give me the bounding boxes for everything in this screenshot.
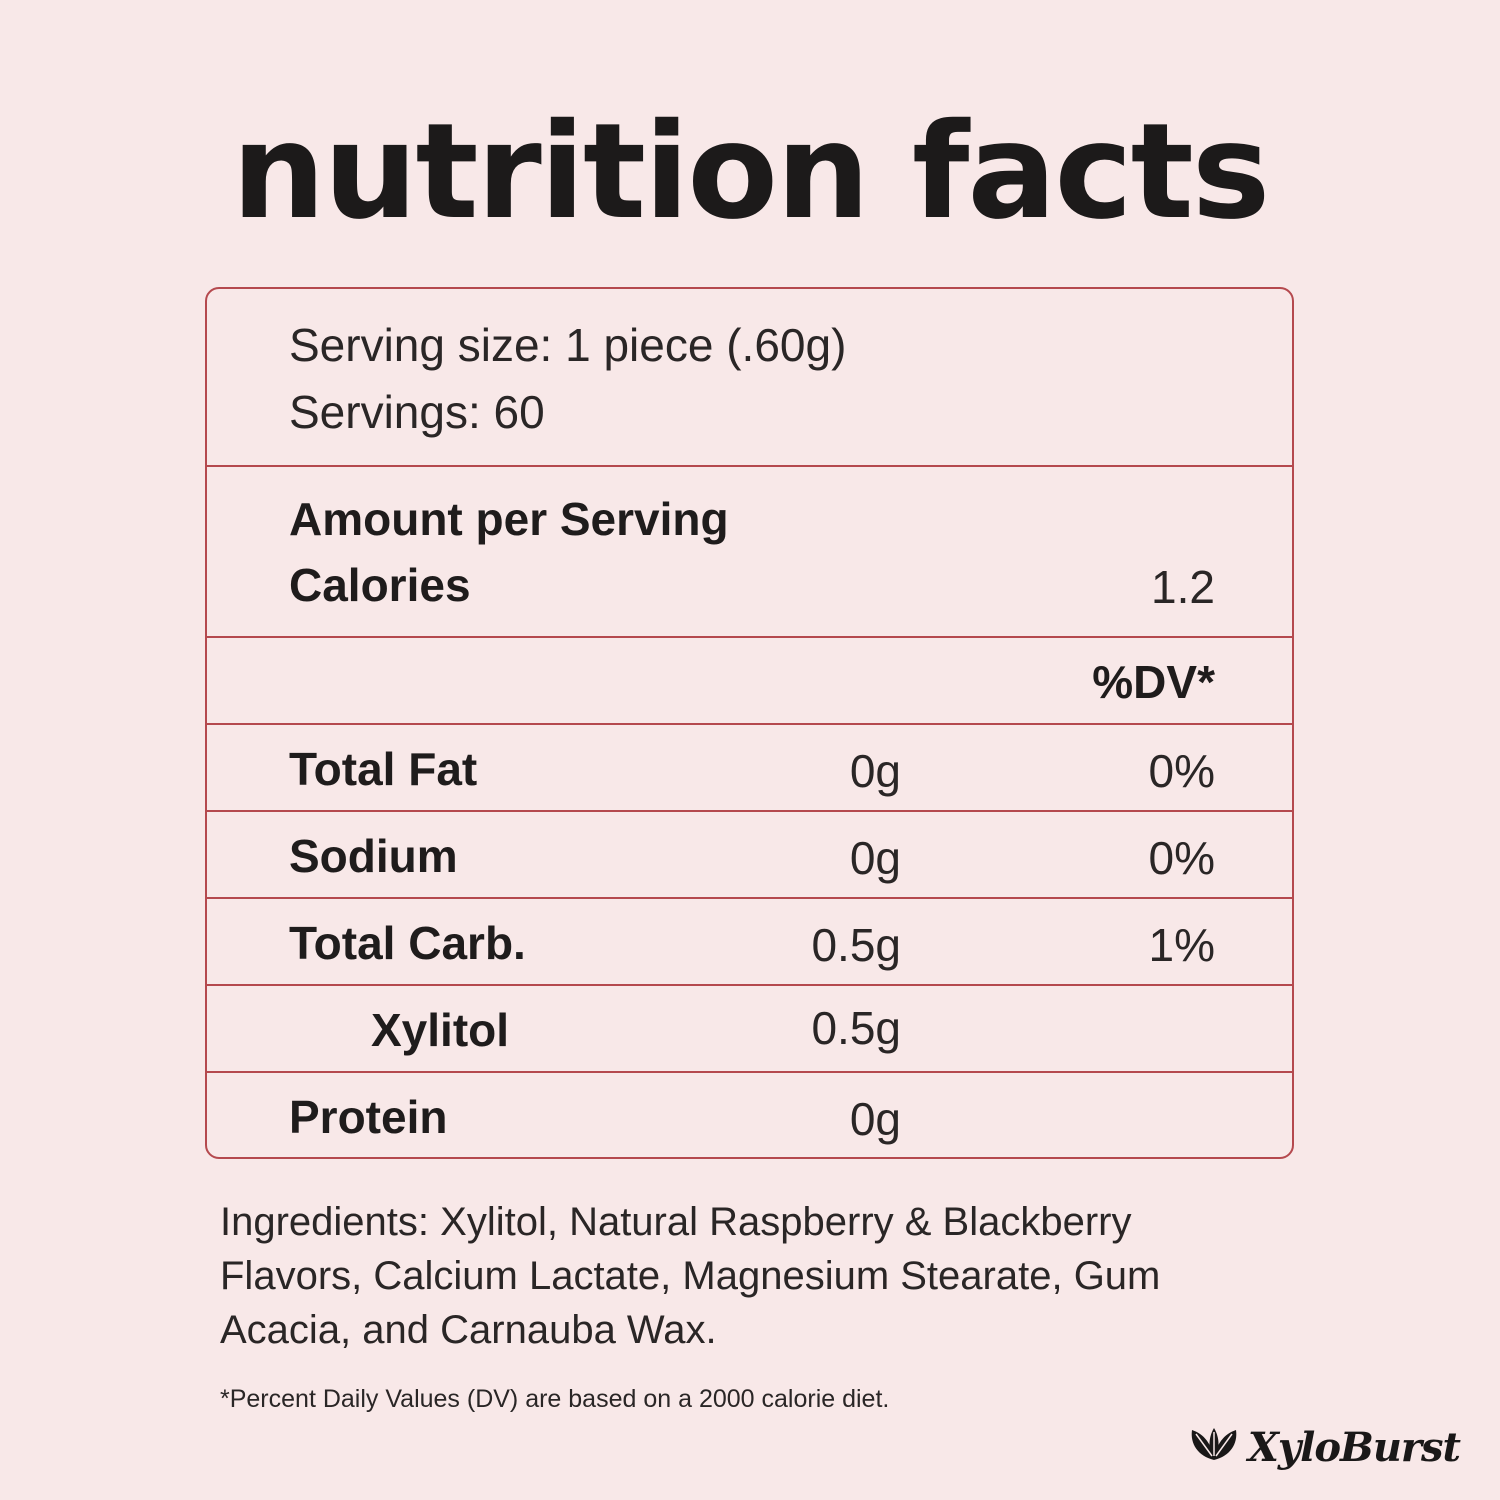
table-row: Total Carb. 0.5g 1%	[207, 897, 1292, 984]
amount-heading: Amount per Serving	[289, 493, 729, 545]
dv-header: %DV*	[1092, 656, 1215, 708]
calories-value: 1.2	[1151, 561, 1215, 613]
table-row: Protein 0g	[207, 1071, 1292, 1157]
nutrient-amount: 0g	[849, 1093, 901, 1145]
nutrient-amount: 0g	[849, 745, 901, 797]
calories-label: Calories	[289, 559, 471, 611]
nutrient-dv: 0%	[1148, 832, 1215, 884]
table-row: Xylitol 0.5g	[207, 984, 1292, 1071]
brand-logo: XyloBurst	[1186, 1418, 1461, 1478]
nutrient-amount: 0g	[849, 832, 901, 884]
brand-name: XyloBurst	[1247, 1424, 1461, 1471]
amount-section: Amount per Serving Calories 1.2	[207, 465, 1292, 636]
nutrition-facts-panel: Serving size: 1 piece (.60g) Servings: 6…	[205, 287, 1294, 1159]
table-row: Total Fat 0g 0%	[207, 723, 1292, 810]
nutrient-label: Sodium	[289, 830, 458, 882]
nutrient-label: Total Carb.	[289, 917, 526, 969]
nutrient-amount: 0.5g	[811, 1002, 901, 1054]
servings-count: Servings: 60	[289, 386, 545, 438]
table-row: Sodium 0g 0%	[207, 810, 1292, 897]
nutrient-label: Total Fat	[289, 743, 478, 795]
dv-footnote: *Percent Daily Values (DV) are based on …	[220, 1385, 890, 1413]
serving-size: Serving size: 1 piece (.60g)	[289, 319, 847, 371]
nutrient-dv: 0%	[1148, 745, 1215, 797]
ingredients-text: Ingredients: Xylitol, Natural Raspberry …	[220, 1200, 1161, 1352]
page-title: nutrition facts	[231, 95, 1271, 249]
leaf-icon	[1186, 1426, 1242, 1471]
serving-section: Serving size: 1 piece (.60g) Servings: 6…	[207, 289, 1292, 465]
nutrient-label: Protein	[289, 1091, 448, 1143]
nutrient-label: Xylitol	[371, 1004, 510, 1056]
nutrient-amount: 0.5g	[811, 919, 901, 971]
dv-header-row: %DV*	[207, 636, 1292, 723]
nutrient-dv: 1%	[1148, 919, 1215, 971]
